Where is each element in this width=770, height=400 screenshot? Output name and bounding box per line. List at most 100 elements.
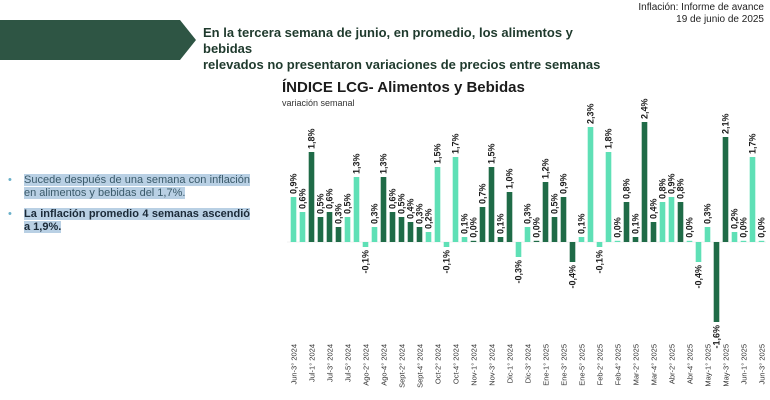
x-tick-label: Jun-3° 2025 bbox=[758, 344, 767, 385]
bar bbox=[713, 242, 720, 322]
bar bbox=[578, 237, 585, 242]
data-label: 1,8% bbox=[307, 128, 317, 149]
data-label: 1,0% bbox=[505, 168, 515, 189]
bar bbox=[686, 240, 693, 242]
bar bbox=[362, 242, 369, 247]
data-label: 0,1% bbox=[460, 213, 470, 234]
x-tick-label: Nov-1° 2024 bbox=[470, 344, 479, 386]
data-label: 0,1% bbox=[496, 213, 506, 234]
data-label: -0,4% bbox=[694, 265, 704, 289]
note-item: • Sucede después de una semana con infla… bbox=[8, 174, 250, 200]
data-label: 1,8% bbox=[604, 128, 614, 149]
bar bbox=[389, 212, 396, 242]
data-label: -0,1% bbox=[595, 250, 605, 274]
bar bbox=[371, 227, 378, 242]
bar bbox=[488, 167, 495, 242]
data-label: 2,3% bbox=[586, 103, 596, 124]
x-tick-label: Sept-4° 2024 bbox=[416, 344, 425, 388]
x-tick-label: May-1° 2025 bbox=[704, 344, 713, 387]
x-tick-label: Ago-2° 2024 bbox=[362, 344, 371, 386]
bar bbox=[614, 240, 621, 242]
bar bbox=[326, 212, 333, 242]
x-tick-label: Ene-3° 2025 bbox=[560, 344, 569, 386]
x-tick-label: Abr-4° 2025 bbox=[686, 344, 695, 384]
data-label: 0,8% bbox=[658, 178, 668, 199]
x-tick-label: Jun-1° 2025 bbox=[740, 344, 749, 385]
x-tick-label: Jul-1° 2024 bbox=[308, 344, 317, 382]
data-label: 1,3% bbox=[379, 153, 389, 174]
data-label: 1,7% bbox=[748, 133, 758, 154]
bar bbox=[560, 197, 567, 242]
bar bbox=[425, 232, 432, 242]
bar bbox=[308, 152, 315, 242]
bar bbox=[299, 212, 306, 242]
data-label: 0,4% bbox=[406, 198, 416, 219]
x-tick-label: Nov-3° 2024 bbox=[488, 344, 497, 386]
data-label: 0,4% bbox=[649, 198, 659, 219]
data-label: 0,0% bbox=[613, 217, 623, 238]
x-tick-label: Feb-2° 2025 bbox=[596, 344, 605, 385]
bar bbox=[596, 242, 603, 247]
bar bbox=[533, 240, 540, 242]
data-label: 1,2% bbox=[541, 158, 551, 179]
data-label: 1,3% bbox=[352, 153, 362, 174]
data-label: 0,3% bbox=[523, 203, 533, 224]
data-label: 0,3% bbox=[415, 203, 425, 224]
data-label: 0,9% bbox=[559, 173, 569, 194]
x-tick-label: Ene-1° 2025 bbox=[542, 344, 551, 386]
data-label: 0,0% bbox=[685, 217, 695, 238]
bar bbox=[641, 122, 648, 242]
data-label: -0,1% bbox=[442, 250, 452, 274]
data-label: -0,3% bbox=[514, 260, 524, 284]
bullet-icon: • bbox=[8, 174, 12, 186]
data-label: -1,6% bbox=[712, 325, 722, 349]
data-label: 0,6% bbox=[388, 188, 398, 209]
bar bbox=[452, 157, 459, 242]
data-label: 0,0% bbox=[757, 217, 767, 238]
bar bbox=[605, 152, 612, 242]
bar bbox=[461, 237, 468, 242]
x-tick-label: Feb-4° 2025 bbox=[614, 344, 623, 385]
data-label: 0,1% bbox=[631, 213, 641, 234]
bar bbox=[668, 197, 675, 242]
data-label: 0,9% bbox=[289, 173, 299, 194]
data-label: 0,0% bbox=[739, 217, 749, 238]
x-tick-label: Oct-2° 2024 bbox=[434, 344, 443, 384]
source-date: 19 de junio de 2025 bbox=[676, 14, 764, 25]
data-label: 0,5% bbox=[343, 193, 353, 214]
bar bbox=[470, 240, 477, 242]
bar bbox=[551, 217, 558, 242]
bar bbox=[659, 202, 666, 242]
bar bbox=[479, 207, 486, 242]
source-title: Inflación: Informe de avance bbox=[638, 2, 764, 13]
chart-title: ÍNDICE LCG- Alimentos y Bebidas bbox=[282, 79, 525, 96]
x-tick-label: Dic-1° 2024 bbox=[506, 344, 515, 383]
source-note: Inflación: Informe de avance 19 de junio… bbox=[638, 2, 764, 26]
note-item: • La inflación promedio 4 semanas ascend… bbox=[8, 208, 250, 234]
data-label: 1,7% bbox=[451, 133, 461, 154]
data-label: 0,5% bbox=[550, 193, 560, 214]
x-tick-label: Dic-3° 2024 bbox=[524, 344, 533, 383]
data-label: 0,8% bbox=[622, 178, 632, 199]
data-label: 0,3% bbox=[334, 203, 344, 224]
data-label: 0,0% bbox=[469, 217, 479, 238]
data-label: 0,7% bbox=[478, 183, 488, 204]
bar bbox=[416, 227, 423, 242]
bar bbox=[398, 217, 405, 242]
data-label: 1,5% bbox=[433, 143, 443, 164]
data-label: 1,5% bbox=[487, 143, 497, 164]
bar bbox=[623, 202, 630, 242]
bar bbox=[506, 192, 513, 242]
x-tick-label: Jul-3° 2024 bbox=[326, 344, 335, 382]
bar bbox=[317, 217, 324, 242]
bar bbox=[380, 177, 387, 242]
data-label: 2,4% bbox=[640, 98, 650, 119]
chart-subtitle: variación semanal bbox=[282, 98, 355, 108]
data-label: 0,9% bbox=[667, 173, 677, 194]
bar bbox=[695, 242, 702, 262]
notes-list: • Sucede después de una semana con infla… bbox=[8, 174, 250, 242]
headline-line-1: En la tercera semana de junio, en promed… bbox=[203, 25, 573, 56]
headline: En la tercera semana de junio, en promed… bbox=[203, 25, 623, 73]
x-tick-label: Jun-3° 2024 bbox=[290, 344, 299, 385]
